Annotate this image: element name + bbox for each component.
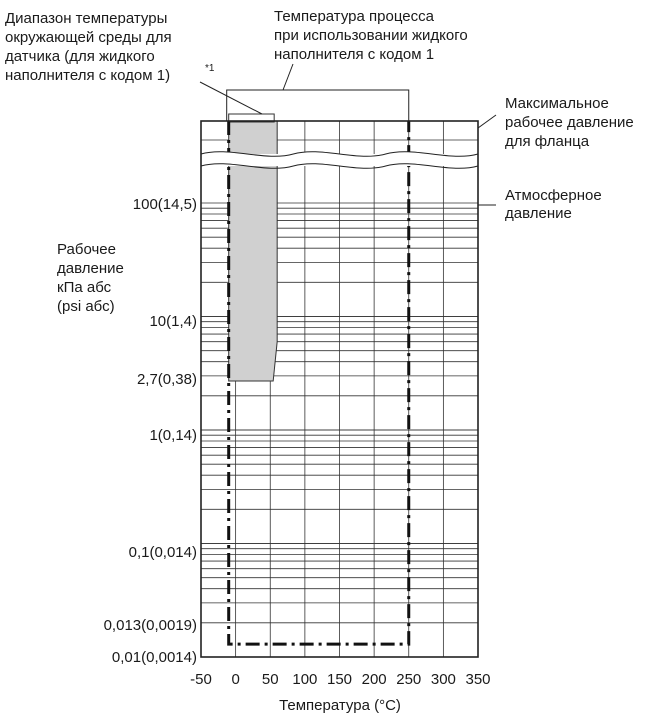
x-axis-title: Температура (°C) bbox=[279, 697, 401, 714]
y-tick-label-0-1: 0,1(0,014) bbox=[129, 544, 197, 561]
leader-ambient bbox=[199, 81, 263, 115]
max-pressure-line-1: Максимальное bbox=[505, 95, 609, 112]
x-tick-label: -50 bbox=[190, 671, 212, 688]
process-temp-line-1: Температура процесса bbox=[274, 8, 435, 25]
ambient-range-line-4: наполнителя с кодом 1) bbox=[5, 67, 170, 84]
ambient-range-bracket bbox=[228, 113, 275, 123]
y-tick-label-0-01: 0,01(0,0014) bbox=[112, 649, 197, 666]
x-tick-label: 50 bbox=[262, 671, 279, 688]
x-tick-labels: -50 0 50 100 150 200 250 300 350 bbox=[190, 671, 490, 688]
x-tick-label: 100 bbox=[292, 671, 317, 688]
y-tick-label-0-013: 0,013(0,0019) bbox=[104, 617, 197, 634]
max-pressure-line-2: рабочее давление bbox=[505, 114, 634, 131]
y-axis-title: Рабочее давление кПа абс (psi абс) bbox=[57, 241, 124, 315]
regions bbox=[226, 89, 411, 646]
process-temp-bracket bbox=[226, 89, 410, 121]
ambient-range-line-1: Диапазон температуры bbox=[5, 10, 167, 27]
annotation-process-temp: Температура процесса при использовании ж… bbox=[274, 8, 468, 63]
y-axis-title-line-1: Рабочее bbox=[57, 241, 116, 258]
y-tick-label-100: 100(14,5) bbox=[133, 196, 197, 213]
ambient-range-line-2: окружающей среды для bbox=[5, 29, 172, 46]
plot-frame bbox=[199, 63, 497, 658]
ambient-range-line-3: датчика (для жидкого bbox=[5, 48, 155, 65]
x-tick-label: 0 bbox=[231, 671, 239, 688]
atmospheric-line-1: Атмосферное bbox=[505, 187, 602, 204]
leader-max-pressure bbox=[477, 114, 497, 129]
x-tick-label: 150 bbox=[327, 671, 352, 688]
ambient-range-footnote: *1 bbox=[205, 63, 215, 74]
annotation-max-pressure: Максимальное рабочее давление для фланца bbox=[505, 95, 634, 150]
y-tick-labels: 100(14,5) 10(1,4) 2,7(0,38) 1(0,14) 0,1(… bbox=[104, 196, 197, 666]
axis-break-fill bbox=[201, 154, 478, 166]
annotation-atmospheric: Атмосферное давление bbox=[505, 187, 602, 222]
annotation-ambient-range: Диапазон температуры окружающей среды дл… bbox=[5, 10, 215, 84]
y-tick-label-1: 1(0,14) bbox=[149, 427, 197, 444]
process-temp-region bbox=[227, 121, 411, 646]
x-tick-label: 300 bbox=[431, 671, 456, 688]
y-tick-label-10: 10(1,4) bbox=[149, 313, 197, 330]
plot-border bbox=[200, 120, 479, 658]
y-axis-title-line-2: давление bbox=[57, 260, 124, 277]
x-tick-label: 200 bbox=[362, 671, 387, 688]
y-axis-title-line-4: (psi абс) bbox=[57, 298, 115, 315]
leader-process bbox=[282, 63, 294, 91]
x-tick-label: 250 bbox=[396, 671, 421, 688]
axis-break-wave-top bbox=[200, 151, 479, 157]
axis-break-wave-bottom bbox=[200, 163, 479, 169]
max-pressure-line-3: для фланца bbox=[505, 133, 590, 150]
atmospheric-line-2: давление bbox=[505, 205, 572, 222]
y-axis-title-line-3: кПа абс bbox=[57, 279, 112, 296]
y-tick-label-2-7: 2,7(0,38) bbox=[137, 371, 197, 388]
process-temp-line-3: наполнителя с кодом 1 bbox=[274, 46, 434, 63]
x-tick-label: 350 bbox=[465, 671, 490, 688]
process-temp-line-2: при использовании жидкого bbox=[274, 27, 468, 44]
